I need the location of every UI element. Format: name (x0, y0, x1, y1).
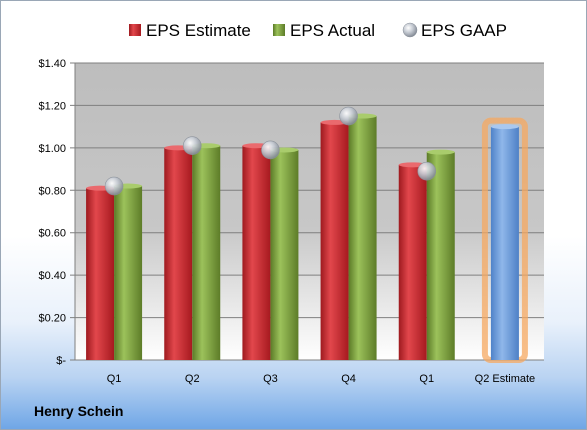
legend-label: EPS Estimate (146, 21, 251, 40)
x-tick-label: Q2 Estimate (475, 373, 536, 385)
bar-eps-actual (270, 149, 299, 360)
bar-eps-actual (114, 186, 143, 360)
legend-swatch (129, 24, 141, 36)
x-tick-label: Q2 (185, 373, 200, 385)
legend-label: EPS Actual (290, 21, 375, 40)
bar-eps-actual (426, 152, 455, 360)
x-tick-label: Q3 (263, 373, 278, 385)
point-eps-gaap (417, 161, 437, 181)
bar-eps-estimate (86, 188, 115, 360)
x-tick-label: Q1 (419, 373, 434, 385)
point-eps-gaap (104, 176, 124, 196)
y-tick-label: $1.00 (38, 143, 66, 155)
bar-cap (426, 149, 455, 155)
bar-eps-actual (348, 116, 377, 361)
bar-eps-estimate (398, 164, 427, 360)
plot-area (75, 63, 544, 360)
bar-eps-estimate (242, 145, 271, 360)
bar-cap (490, 124, 519, 130)
y-tick-label: $0.60 (38, 228, 66, 240)
legend-swatch (402, 22, 418, 38)
company-name: Henry Schein (34, 403, 124, 419)
point-eps-gaap (261, 140, 280, 160)
bar-q2-estimate (490, 126, 519, 361)
bar-eps-actual (192, 145, 221, 360)
bar-eps-estimate (320, 122, 349, 361)
bar-eps-estimate (164, 147, 193, 360)
y-tick-label: $0.20 (38, 313, 66, 325)
y-tick-label: $0.80 (38, 185, 66, 197)
x-tick-label: Q1 (107, 373, 122, 385)
point-eps-gaap (339, 106, 358, 126)
x-tick-label: Q4 (341, 373, 356, 385)
point-eps-gaap (182, 136, 202, 156)
legend-swatch (273, 24, 285, 36)
y-tick-label: $0.40 (38, 270, 66, 282)
y-tick-label: $- (56, 355, 66, 367)
y-tick-label: $1.20 (38, 100, 66, 112)
y-tick-label: $1.40 (38, 58, 66, 70)
legend-label: EPS GAAP (421, 21, 507, 40)
